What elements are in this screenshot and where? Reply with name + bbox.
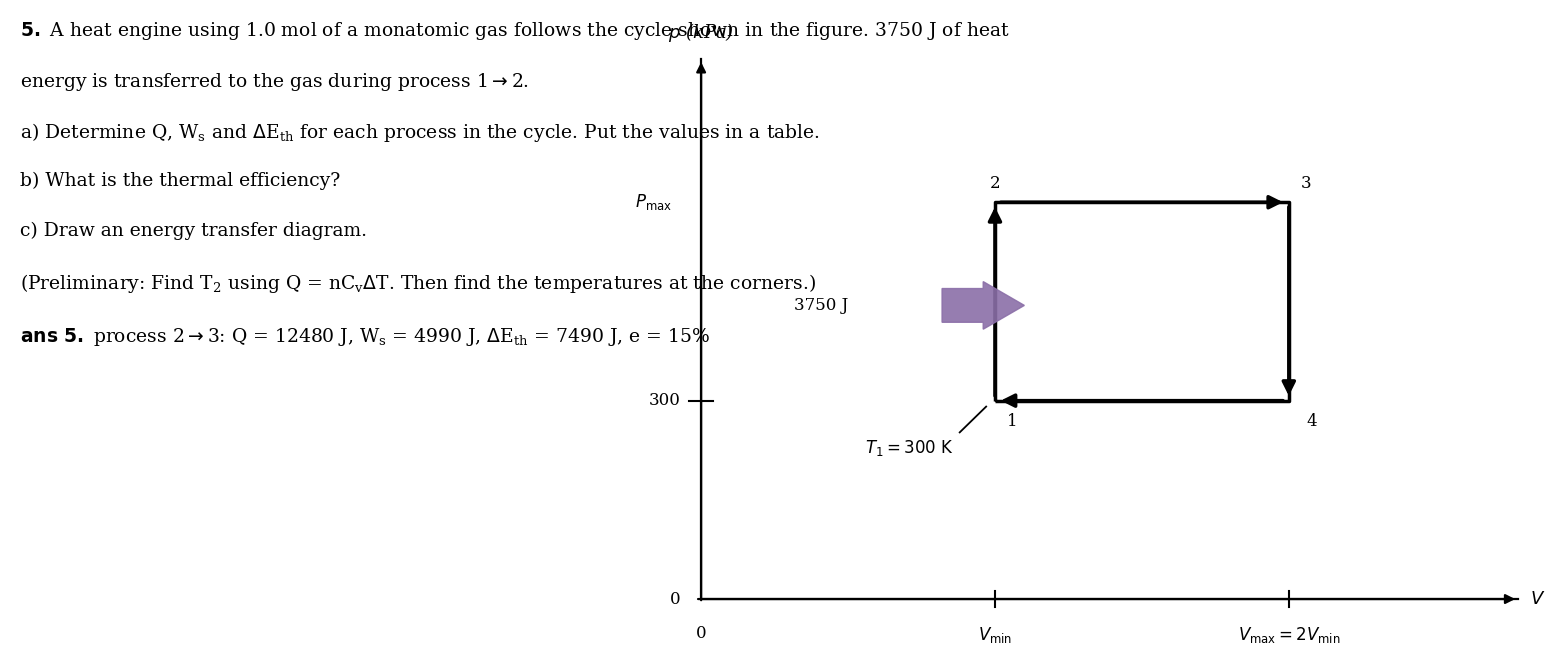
Text: 0: 0 [670,591,681,607]
Text: c) Draw an energy transfer diagram.: c) Draw an energy transfer diagram. [20,222,367,240]
Text: $p$ (kPa): $p$ (kPa) [669,21,734,44]
Text: $T_1 = 300\ \mathrm{K}$: $T_1 = 300\ \mathrm{K}$ [865,438,954,458]
Text: 0: 0 [695,625,706,642]
Text: $V_\mathrm{min}$: $V_\mathrm{min}$ [978,625,1012,645]
Text: b) What is the thermal efficiency?: b) What is the thermal efficiency? [20,171,341,190]
Text: 3: 3 [1301,175,1311,192]
Text: 3750 J: 3750 J [793,297,848,314]
Text: 4: 4 [1306,413,1317,429]
Text: (Preliminary: Find T$_\mathregular{2}$ using Q = nC$_\mathregular{v}\Delta$T. Th: (Preliminary: Find T$_\mathregular{2}$ u… [20,272,817,295]
Text: $P_\mathrm{max}$: $P_\mathrm{max}$ [634,192,672,212]
Text: $\mathbf{5.}$ A heat engine using 1.0 mol of a monatomic gas follows the cycle s: $\mathbf{5.}$ A heat engine using 1.0 mo… [20,20,1011,42]
Text: 1: 1 [1007,413,1017,429]
FancyArrow shape [942,282,1025,329]
Text: a) Determine Q, W$_\mathregular{s}$ and $\Delta$E$_\mathregular{th}$ for each pr: a) Determine Q, W$_\mathregular{s}$ and … [20,121,820,144]
Text: energy is transferred to the gas during process 1$\rightarrow$2.: energy is transferred to the gas during … [20,71,530,93]
Text: $\mathbf{ans\ 5.}$ process 2$\rightarrow$3: Q = 12480 J, W$_\mathregular{s}$ = 4: $\mathbf{ans\ 5.}$ process 2$\rightarrow… [20,326,711,348]
Text: $V_\mathrm{max} = 2V_\mathrm{min}$: $V_\mathrm{max} = 2V_\mathrm{min}$ [1237,625,1340,645]
Text: 2: 2 [990,175,1000,192]
Text: $V$: $V$ [1529,590,1545,608]
Text: 300: 300 [648,392,681,409]
